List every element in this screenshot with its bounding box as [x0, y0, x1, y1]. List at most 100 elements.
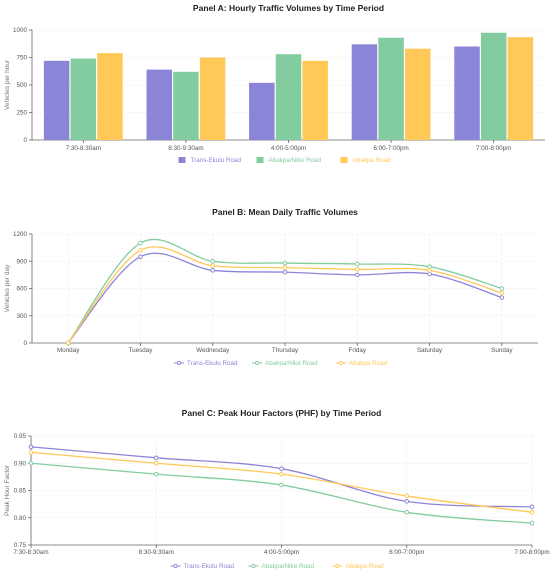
y-tick-label: 500 — [16, 82, 27, 89]
legend-swatch-1 — [256, 157, 264, 163]
y-axis-label: Vehicles per hour — [4, 59, 11, 110]
panel-title: Panel C: Peak Hour Factors (PHF) by Time… — [182, 408, 382, 418]
legend-marker-2 — [335, 563, 340, 569]
panel-title: Panel A: Hourly Traffic Volumes by Time … — [193, 3, 384, 13]
panel-1: Panel A: Hourly Traffic Volumes by Time … — [4, 3, 545, 164]
point-0-6 — [499, 295, 505, 300]
x-tick-label: 6:00-7:00pm — [389, 549, 424, 556]
point-0-4 — [529, 504, 535, 510]
point-1-3 — [404, 510, 410, 515]
x-tick-label: 7:30-8:30am — [13, 549, 48, 556]
legend-label-0: Trans-Ekulu Road — [191, 157, 242, 164]
point-1-5 — [427, 264, 432, 270]
point-0-2 — [210, 268, 216, 273]
point-2-5 — [427, 268, 432, 273]
point-2-1 — [138, 248, 143, 253]
y-tick-label: 0 — [23, 137, 27, 144]
panel-2: Panel B: Mean Daily Traffic Volumes 0 300 6… — [4, 207, 538, 367]
y-tick-label: 0.75 — [14, 542, 27, 549]
y-tick-label: 0.80 — [14, 515, 27, 522]
bar-1-4 — [480, 32, 507, 140]
legend-swatch-2 — [340, 157, 348, 163]
x-tick-label: 4:00-5:00pm — [264, 549, 299, 556]
y-tick-label: 1000 — [13, 27, 28, 34]
x-tick-label: 7:00-8:00pm — [476, 145, 511, 152]
legend-marker-1 — [254, 360, 260, 366]
point-1-6 — [499, 286, 505, 291]
bar-0-1 — [146, 69, 172, 140]
x-tick-label: Wednesday — [196, 347, 230, 354]
x-tick-label: 4:00-5:00pm — [271, 145, 306, 152]
bar-1-1 — [173, 71, 199, 140]
x-tick-label: Friday — [349, 347, 367, 354]
legend: Trans-Ekulu Road Abakpa/Nike Road Abakpa R… — [178, 157, 392, 164]
point-2-2 — [210, 263, 216, 269]
legend-swatch-0 — [178, 157, 186, 163]
legend-label-2: Abakpa Road — [349, 360, 388, 367]
x-tick-label: Sunday — [491, 347, 513, 354]
y-tick-label: 0.90 — [14, 460, 27, 467]
bar-2-3 — [405, 48, 431, 141]
bar-0-0 — [43, 60, 70, 140]
legend-label-1: Abakpa/Nike Road — [265, 360, 318, 367]
point-2-3 — [404, 493, 410, 499]
x-tick-label: Thursday — [272, 347, 299, 354]
legend-marker-0 — [173, 563, 178, 569]
point-1-4 — [529, 520, 535, 526]
point-2-4 — [529, 510, 535, 515]
x-tick-label: 7:00-8:00pm — [514, 549, 549, 556]
x-tick-label: 8:30-9:30am — [168, 145, 203, 152]
point-1-2 — [210, 258, 216, 264]
bar-0-2 — [249, 82, 275, 140]
point-2-0 — [65, 340, 71, 346]
point-0-4 — [354, 272, 360, 278]
point-1-4 — [354, 261, 360, 267]
point-0-1 — [153, 455, 159, 461]
bar-0-4 — [454, 46, 480, 140]
point-2-0 — [28, 450, 34, 455]
legend-label-1: Abakpa/Nike Road — [262, 563, 315, 570]
point-2-2 — [279, 471, 284, 477]
y-tick-label: 1200 — [13, 231, 28, 238]
x-tick-label: 7:30-8:30am — [66, 145, 101, 152]
point-1-0 — [28, 460, 34, 466]
point-1-1 — [138, 240, 143, 246]
point-0-3 — [282, 269, 288, 275]
legend-label-0: Trans-Ekulu Road — [184, 563, 235, 570]
y-tick-label: 750 — [16, 55, 27, 62]
legend-marker-2 — [338, 360, 344, 366]
point-2-4 — [354, 267, 360, 272]
y-axis-label: Vehicles per day — [4, 264, 11, 312]
panel-title: Panel B: Mean Daily Traffic Volumes — [212, 207, 358, 217]
bar-1-2 — [275, 54, 302, 141]
point-1-3 — [282, 260, 288, 266]
legend-label-2: Abakpa Road — [353, 157, 392, 164]
bar-1-0 — [70, 58, 97, 140]
legend-marker-0 — [176, 360, 182, 366]
legend: Trans-Ekulu Road Abakpa/Nike Road Abakpa R… — [170, 563, 385, 570]
point-2-3 — [282, 265, 288, 270]
legend-label-0: Trans-Ekulu Road — [187, 360, 238, 367]
y-tick-label: 0 — [23, 340, 27, 347]
y-axis-label: Peak Hour Factor — [4, 464, 11, 516]
x-tick-label: 6:00-7:00pm — [373, 145, 408, 152]
x-tick-label: Saturday — [417, 347, 443, 354]
y-tick-label: 600 — [16, 286, 27, 293]
point-2-6 — [499, 290, 505, 296]
legend-label-2: Abakpa Road — [346, 563, 385, 570]
y-tick-label: 250 — [16, 110, 27, 117]
bar-2-1 — [199, 57, 226, 140]
legend: Trans-Ekulu Road Abakpa/Nike Road Abakpa R… — [174, 360, 388, 367]
y-tick-label: 0.85 — [14, 488, 27, 495]
point-0-3 — [404, 499, 410, 504]
legend-label-1: Abakpa/Nike Road — [269, 157, 322, 164]
bar-2-2 — [302, 60, 328, 140]
point-0-2 — [279, 466, 284, 472]
y-tick-label: 0.95 — [14, 433, 27, 440]
panel-3: Panel C: Peak Hour Factors (PHF) by Time… — [4, 408, 550, 570]
point-1-1 — [153, 471, 159, 477]
bar-2-0 — [97, 53, 123, 140]
point-0-1 — [138, 254, 143, 260]
